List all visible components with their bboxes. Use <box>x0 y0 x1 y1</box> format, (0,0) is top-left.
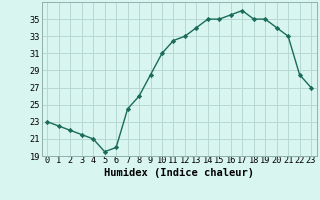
X-axis label: Humidex (Indice chaleur): Humidex (Indice chaleur) <box>104 168 254 178</box>
